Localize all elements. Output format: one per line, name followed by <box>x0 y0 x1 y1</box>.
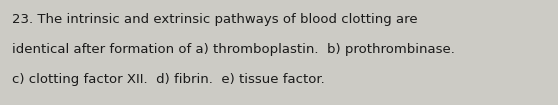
Text: 23. The intrinsic and extrinsic pathways of blood clotting are: 23. The intrinsic and extrinsic pathways… <box>12 13 418 26</box>
Text: c) clotting factor XII.  d) fibrin.  e) tissue factor.: c) clotting factor XII. d) fibrin. e) ti… <box>12 74 325 87</box>
Text: identical after formation of a) thromboplastin.  b) prothrombinase.: identical after formation of a) thrombop… <box>12 43 455 56</box>
